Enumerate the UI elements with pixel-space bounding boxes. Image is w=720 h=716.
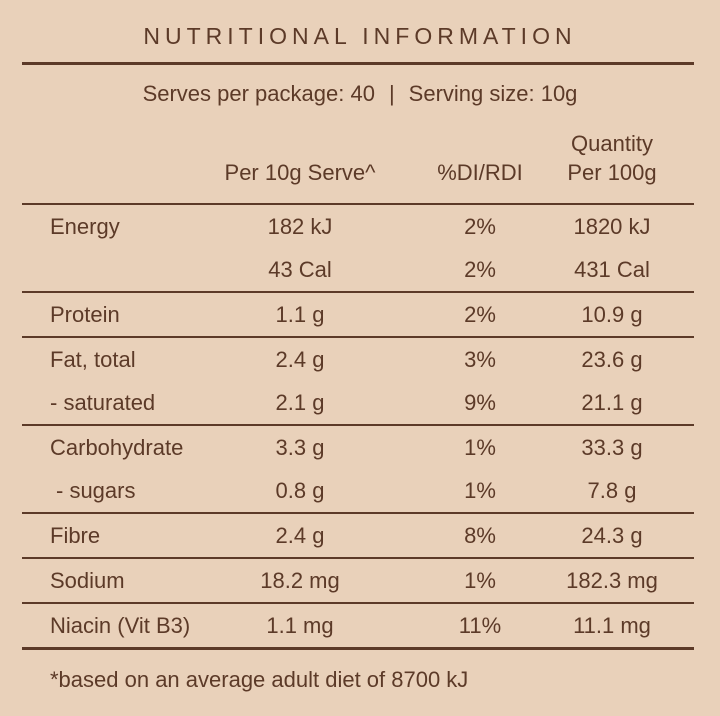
row-di-value: 2%	[464, 301, 496, 327]
row-serve-value: 3.3 g	[275, 434, 325, 460]
row-per100-value: 21.1 g	[581, 389, 643, 415]
table-row-fat-saturated: - saturated 2.1 g 9% 21.1 g	[22, 381, 694, 424]
row-serve-value: 2.4 g	[275, 346, 325, 372]
title-rule	[22, 62, 694, 65]
table-row-carbohydrate: Carbohydrate 3.3 g 1% 33.3 g	[22, 426, 694, 469]
panel-title: NUTRITIONAL INFORMATION	[143, 23, 577, 49]
row-di-value: 9%	[464, 389, 496, 415]
footnote: *based on an average adult diet of 8700 …	[50, 666, 469, 692]
row-label: Fibre	[50, 522, 101, 548]
row-divider	[22, 557, 694, 559]
row-per100-value: 24.3 g	[581, 522, 643, 548]
table-row-energy-cal: 43 Cal 2% 431 Cal	[22, 248, 694, 291]
row-per100-value: 431 Cal	[574, 256, 650, 282]
table-row-protein: Protein 1.1 g 2% 10.9 g	[22, 293, 694, 336]
row-serve-value: 1.1 g	[275, 301, 325, 327]
column-header-di-rdi: %DI/RDI	[437, 160, 523, 185]
row-serve-value: 2.1 g	[275, 389, 325, 415]
row-di-value: 3%	[464, 346, 496, 372]
table-row-sodium: Sodium 18.2 mg 1% 182.3 mg	[22, 559, 694, 602]
row-label: Fat, total	[50, 346, 136, 372]
row-serve-value: 1.1 mg	[266, 612, 334, 638]
row-per100-value: 11.1 mg	[573, 612, 651, 638]
row-di-value: 1%	[464, 434, 496, 460]
row-label: - sugars	[56, 477, 136, 503]
table-row-fibre: Fibre 2.4 g 8% 24.3 g	[22, 514, 694, 557]
column-header-quantity: Quantity Per 100g	[560, 129, 694, 187]
row-di-value: 2%	[464, 256, 496, 282]
table-row-energy: Energy 182 kJ 2% 1820 kJ	[22, 205, 694, 248]
column-header-per-serve: Per 10g Serve^	[224, 160, 376, 185]
table-end-rule	[22, 647, 694, 650]
table-header-row: Per 10g Serve^ %DI/RDI Quantity Per 100g	[22, 129, 694, 187]
serves-per-package: Serves per package: 40	[142, 81, 375, 106]
serves-separator: |	[388, 81, 395, 106]
serving-size: Serving size: 10g	[408, 81, 578, 106]
row-di-value: 8%	[464, 522, 496, 548]
row-di-value: 1%	[464, 477, 496, 503]
row-label: Carbohydrate	[50, 434, 184, 460]
row-serve-value: 43 Cal	[268, 256, 332, 282]
row-per100-value: 10.9 g	[581, 301, 643, 327]
table-row-fat-total: Fat, total 2.4 g 3% 23.6 g	[22, 338, 694, 381]
row-serve-value: 2.4 g	[275, 522, 325, 548]
row-label: Energy	[50, 213, 120, 239]
row-di-value: 2%	[464, 213, 496, 239]
row-serve-value: 0.8 g	[275, 477, 325, 503]
row-per100-value: 182.3 mg	[566, 567, 658, 593]
row-label: Sodium	[50, 567, 125, 593]
row-label: Protein	[50, 301, 120, 327]
row-divider	[22, 336, 694, 338]
column-header-quantity-line1: Quantity	[571, 131, 653, 156]
table-row-sugars: - sugars 0.8 g 1% 7.8 g	[22, 469, 694, 512]
row-per100-value: 1820 kJ	[573, 213, 651, 239]
row-divider	[22, 424, 694, 426]
row-per100-value: 7.8 g	[587, 477, 637, 503]
row-per100-value: 33.3 g	[581, 434, 643, 460]
row-serve-value: 182 kJ	[267, 213, 333, 239]
row-serve-value: 18.2 mg	[260, 567, 340, 593]
row-label: - saturated	[50, 389, 156, 415]
column-header-quantity-line2: Per 100g	[567, 160, 657, 185]
row-divider	[22, 512, 694, 514]
row-di-value: 11%	[458, 612, 502, 638]
row-divider	[22, 291, 694, 293]
row-divider	[22, 602, 694, 604]
row-di-value: 1%	[464, 567, 496, 593]
header-gap	[0, 187, 720, 203]
table-row-niacin: Niacin (Vit B3) 1.1 mg 11% 11.1 mg	[22, 604, 694, 647]
header-rule	[22, 203, 694, 205]
row-label: Niacin (Vit B3)	[50, 612, 191, 638]
serves-line: Serves per package: 40 | Serving size: 10g	[0, 82, 720, 105]
row-per100-value: 23.6 g	[581, 346, 643, 372]
